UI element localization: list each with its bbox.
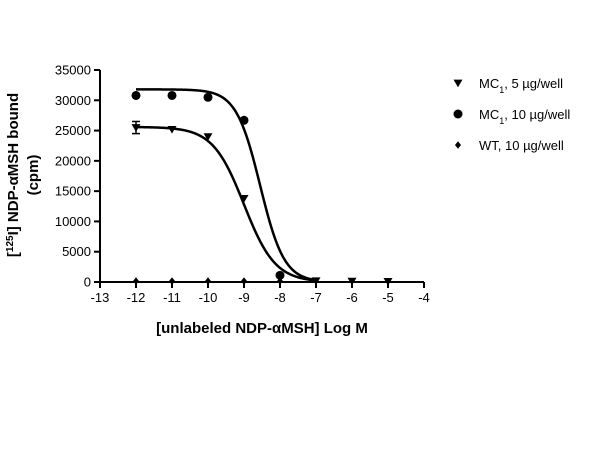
x-tick-label: -10 [199,290,218,305]
y-tick-label: 5000 [62,244,91,259]
x-tick-label: -5 [382,290,394,305]
data-point-triangle [203,133,213,141]
data-point-triangle [453,79,463,88]
data-point-triangle [239,195,249,203]
data-point-circle [131,90,141,100]
x-tick-label: -6 [346,290,358,305]
data-point-triangle [167,125,177,134]
data-point-triangle [131,124,141,132]
data-point-circle [239,115,249,125]
y-tick-label: 35000 [55,63,91,78]
x-tick-label: -11 [163,290,181,305]
y-tick-label: 25000 [55,123,91,138]
data-point-diamond [240,277,248,285]
x-axis-title: [unlabeled NDP-αMSH] Log M [156,320,368,337]
fit-curve [136,88,317,282]
legend-label: WT, 10 µg/well [479,138,564,153]
x-tick-label: -9 [238,290,250,305]
y-tick-label: 0 [84,275,91,290]
data-point-circle [275,270,285,280]
fit-curves [135,88,317,282]
legend-label: MC1, 5 µg/well [479,76,563,95]
x-tick-label: -4 [418,290,430,305]
x-tick-label: -12 [127,290,146,305]
fit-curve [135,125,317,282]
data-point-diamond [132,277,140,285]
data-point-circle [453,109,463,119]
chart-axes: -13 -12 -11 -10 -9 -8 -7 -6 -5 -4 0 5000 10000 15000 2… [55,63,430,306]
data-point-diamond [168,277,176,285]
y-tick-label: 15000 [55,184,91,199]
data-point-circle [203,92,213,102]
y-tick-label: 30000 [55,93,91,108]
y-tick-label: 20000 [55,153,91,168]
legend: MC1, 5 µg/well MC1, 10 µg/well WT, 10 µg/w… [453,76,570,153]
legend-label: MC1, 10 µg/well [479,107,570,126]
data-point-diamond [454,141,462,149]
y-axis-title-line2: (cpm) [25,155,42,196]
x-tick-label: -13 [91,290,110,305]
data-point-diamond [276,277,284,285]
data-point-circle [167,90,177,100]
data-point-triangle [311,277,321,286]
x-tick-label: -7 [310,290,322,305]
y-tick-label: 10000 [55,214,91,229]
data-points [131,90,393,286]
y-axis-title-line1: [125I] NDP-αMSH bound [5,93,23,257]
data-point-triangle [347,277,357,286]
data-point-triangle [383,278,393,286]
data-point-diamond [204,277,212,285]
x-tick-label: -8 [274,290,286,305]
